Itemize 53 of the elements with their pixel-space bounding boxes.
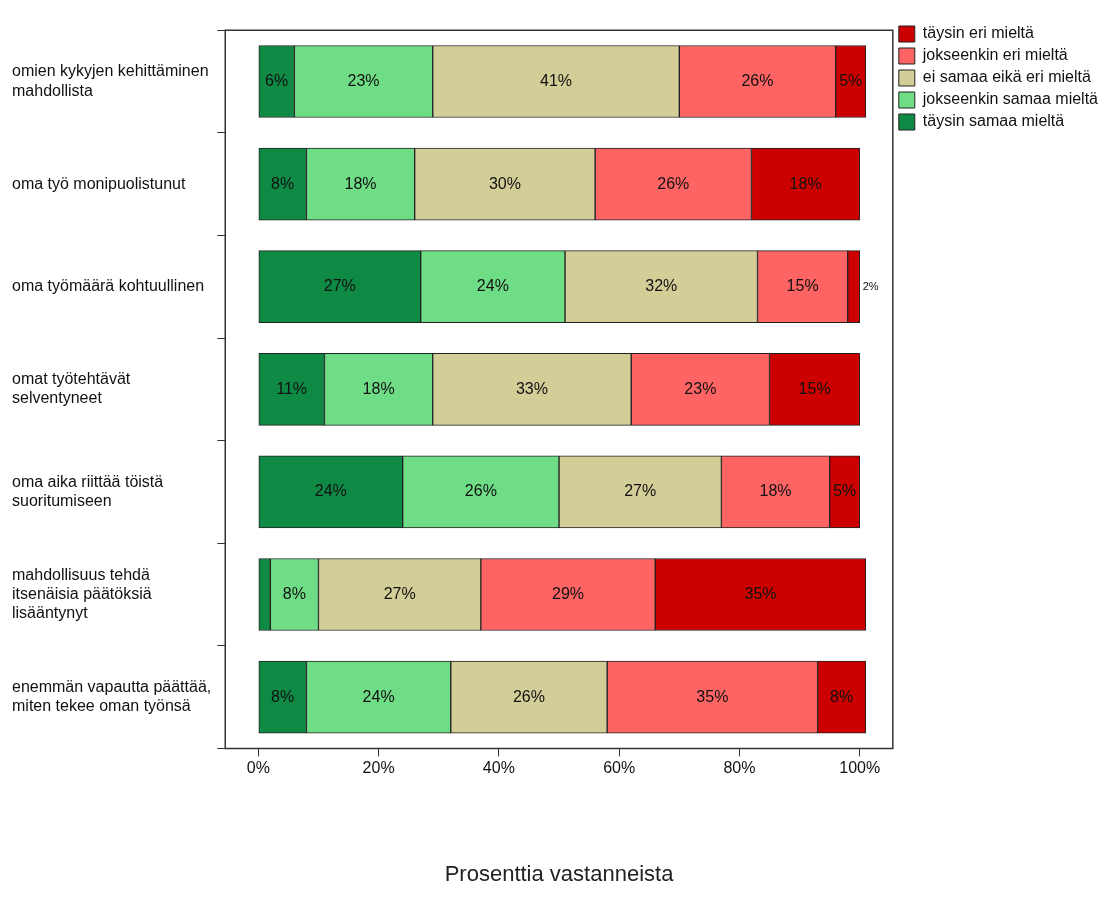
y-tick-label: oma työmäärä kohtuullinen xyxy=(12,277,205,295)
data-label: 18% xyxy=(789,174,822,192)
data-label: 27% xyxy=(383,584,416,602)
data-label: 30% xyxy=(488,174,521,192)
data-label: 15% xyxy=(798,379,831,397)
data-label: 41% xyxy=(540,71,573,89)
data-label: 18% xyxy=(759,482,792,500)
data-label: 32% xyxy=(645,277,678,295)
data-label: 2% xyxy=(862,279,879,292)
data-label: 8% xyxy=(830,687,854,705)
y-tick-label: omat työtehtävät selventyneet xyxy=(12,370,131,407)
data-label: 33% xyxy=(515,379,548,397)
data-label: 5% xyxy=(839,71,863,89)
x-tick-label: 40% xyxy=(482,759,515,777)
data-label: 27% xyxy=(624,482,657,500)
data-label: 8% xyxy=(271,174,295,192)
data-label: 35% xyxy=(696,687,729,705)
data-label: 27% xyxy=(323,277,356,295)
data-label: 6% xyxy=(265,71,289,89)
data-label: 18% xyxy=(344,174,377,192)
x-tick-label: 100% xyxy=(839,759,881,777)
data-label: 24% xyxy=(314,482,347,500)
y-tick-label: omien kykyjen kehittäminen mahdollista xyxy=(12,62,209,99)
data-label: 24% xyxy=(362,687,395,705)
legend-label: täysin eri mieltä xyxy=(922,24,1035,42)
data-label: 11% xyxy=(276,379,308,397)
x-tick-label: 80% xyxy=(723,759,756,777)
y-tick-label: mahdollisuus tehdä itsenäisia päätöksiä lisääntynyt xyxy=(12,565,152,622)
data-label: 24% xyxy=(476,277,509,295)
data-label: 29% xyxy=(552,584,585,602)
x-tick-label: 20% xyxy=(362,759,395,777)
data-label: 26% xyxy=(464,482,497,500)
legend-label: jokseenkin eri mieltä xyxy=(921,46,1068,64)
data-label: 26% xyxy=(741,71,774,89)
data-label: 8% xyxy=(271,687,295,705)
legend-label: täysin samaa mieltä xyxy=(922,112,1065,130)
y-tick-label: oma aika riittää töistä suoritumiseen xyxy=(12,472,164,509)
data-label: 35% xyxy=(744,584,777,602)
y-tick-label: oma työ monipuolistunut xyxy=(12,174,186,192)
x-axis-title: Prosenttia vastanneista xyxy=(444,860,675,886)
data-label: 5% xyxy=(833,482,857,500)
data-label: 8% xyxy=(282,584,306,602)
x-tick-label: 0% xyxy=(246,759,270,777)
data-label: 26% xyxy=(657,174,690,192)
data-label: 15% xyxy=(786,277,819,295)
legend-label: jokseenkin samaa mieltä xyxy=(921,90,1099,108)
data-label: 23% xyxy=(347,71,380,89)
data-label: 18% xyxy=(362,379,395,397)
x-tick-label: 60% xyxy=(603,759,636,777)
y-tick-label: enemmän vapautta päättää, miten tekee oman työnsä xyxy=(12,677,212,715)
data-label: 26% xyxy=(512,687,545,705)
legend-label: ei samaa eikä eri mieltä xyxy=(922,68,1091,86)
data-label: 23% xyxy=(684,379,717,397)
